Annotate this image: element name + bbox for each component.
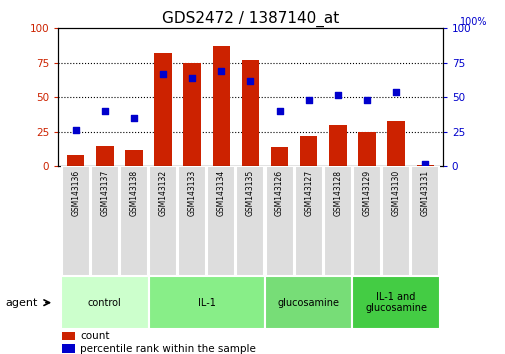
FancyBboxPatch shape [61, 276, 148, 329]
Bar [416, 165, 433, 166]
Text: IL-1: IL-1 [197, 298, 215, 308]
Bar [96, 146, 113, 166]
Text: GSM143131: GSM143131 [420, 170, 429, 216]
FancyBboxPatch shape [352, 166, 380, 276]
Point [159, 71, 167, 77]
Point [304, 97, 312, 103]
Text: GSM143126: GSM143126 [275, 170, 283, 216]
Point [420, 161, 428, 166]
Bar [358, 132, 375, 166]
Bar [328, 125, 346, 166]
Bar [183, 63, 200, 166]
Point [362, 97, 370, 103]
Text: IL-1 and
glucosamine: IL-1 and glucosamine [365, 292, 426, 314]
Text: GSM143135: GSM143135 [245, 170, 255, 216]
FancyBboxPatch shape [207, 166, 235, 276]
Bar [125, 150, 142, 166]
Text: GSM143128: GSM143128 [333, 170, 342, 216]
Bar [270, 147, 288, 166]
Text: glucosamine: glucosamine [277, 298, 339, 308]
Bar [299, 136, 317, 166]
Text: GSM143136: GSM143136 [71, 170, 80, 216]
FancyBboxPatch shape [323, 166, 351, 276]
Text: percentile rank within the sample: percentile rank within the sample [80, 343, 256, 354]
FancyBboxPatch shape [381, 166, 410, 276]
FancyBboxPatch shape [265, 166, 293, 276]
FancyBboxPatch shape [178, 166, 206, 276]
FancyBboxPatch shape [62, 166, 89, 276]
Bar [154, 53, 172, 166]
Bar [241, 60, 259, 166]
Text: GSM143134: GSM143134 [217, 170, 225, 216]
Text: GSM143130: GSM143130 [391, 170, 400, 216]
Point [130, 115, 138, 121]
Bar [67, 155, 84, 166]
Text: GSM143137: GSM143137 [100, 170, 109, 216]
Text: GSM143129: GSM143129 [362, 170, 371, 216]
Text: control: control [88, 298, 121, 308]
Bar [212, 46, 230, 166]
Text: count: count [80, 331, 110, 341]
Bar [62, 344, 75, 353]
Point [100, 108, 109, 114]
FancyBboxPatch shape [90, 166, 119, 276]
Point [72, 128, 80, 133]
Point [246, 78, 254, 84]
Point [391, 89, 399, 95]
Text: GDS2472 / 1387140_at: GDS2472 / 1387140_at [162, 11, 338, 27]
FancyBboxPatch shape [265, 276, 352, 329]
FancyBboxPatch shape [236, 166, 264, 276]
Point [275, 108, 283, 114]
Bar [62, 332, 75, 341]
Text: GSM143138: GSM143138 [129, 170, 138, 216]
Point [217, 68, 225, 74]
Text: 100%: 100% [459, 17, 487, 27]
Bar [387, 121, 404, 166]
Point [188, 75, 196, 81]
Text: GSM143127: GSM143127 [304, 170, 313, 216]
Text: agent: agent [5, 298, 37, 308]
FancyBboxPatch shape [411, 166, 438, 276]
FancyBboxPatch shape [120, 166, 147, 276]
Text: GSM143133: GSM143133 [187, 170, 196, 216]
Text: GSM143132: GSM143132 [158, 170, 167, 216]
FancyBboxPatch shape [352, 276, 439, 329]
FancyBboxPatch shape [149, 166, 177, 276]
Point [333, 92, 341, 97]
FancyBboxPatch shape [148, 276, 265, 329]
FancyBboxPatch shape [294, 166, 322, 276]
